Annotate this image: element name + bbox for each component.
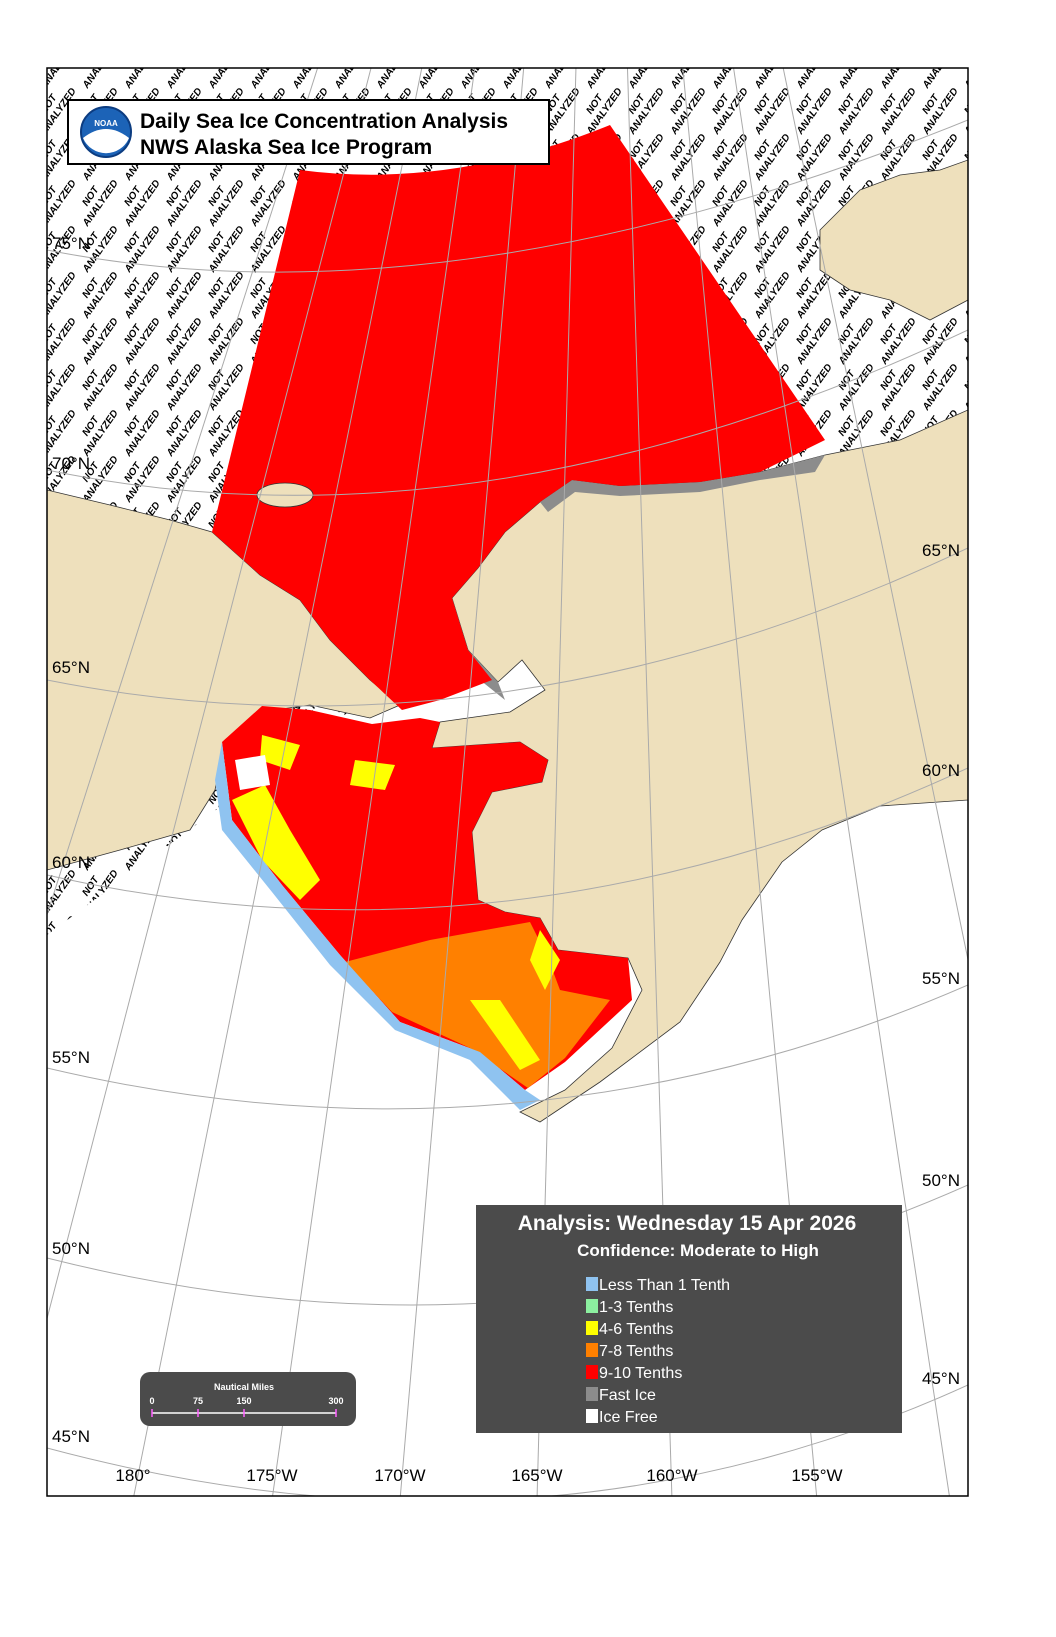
longitude-label: 160°W (646, 1466, 697, 1485)
analysis-date: Analysis: Wednesday 15 Apr 2026 (518, 1212, 857, 1235)
longitude-label: 155°W (791, 1466, 842, 1485)
legend-background (476, 1205, 902, 1433)
latitude-label: 55°N (922, 969, 960, 988)
scale-tick-label: 0 (149, 1396, 154, 1406)
latitude-label: 65°N (52, 658, 90, 677)
logo-text: NOAA (94, 119, 118, 128)
hatch-word: ANALYZED (962, 40, 1002, 91)
latitude-label: 60°N (52, 853, 90, 872)
scale-tick-label: 150 (236, 1396, 251, 1406)
legend-swatch (586, 1277, 598, 1291)
legend-swatch (586, 1321, 598, 1335)
scale-title: Nautical Miles (214, 1382, 274, 1392)
scale-tick-label: 300 (328, 1396, 343, 1406)
latitude-label: 70°N (52, 454, 90, 473)
longitude-label: 175°W (246, 1466, 297, 1485)
legend-swatch (586, 1409, 598, 1423)
latitude-label: 45°N (922, 1369, 960, 1388)
scale-bar: Nautical Miles 0 75 150 300 (140, 1372, 356, 1426)
latitude-label: 75°N (52, 234, 90, 253)
legend: Analysis: Wednesday 15 Apr 2026 Confiden… (476, 1205, 902, 1433)
confidence: Confidence: Moderate to High (577, 1241, 819, 1260)
longitude-label: 170°W (374, 1466, 425, 1485)
legend-label: Ice Free (599, 1409, 658, 1426)
title-box: NOAA Daily Sea Ice Concentration Analysi… (67, 99, 550, 165)
longitude-label: 165°W (511, 1466, 562, 1485)
legend-label: 4-6 Tenths (599, 1321, 673, 1338)
latitude-label: 55°N (52, 1048, 90, 1067)
latitude-label: 45°N (52, 1427, 90, 1446)
legend-swatch (586, 1299, 598, 1313)
latitude-label: 50°N (922, 1171, 960, 1190)
scale-tick-label: 75 (193, 1396, 203, 1406)
latitude-label: 50°N (52, 1239, 90, 1258)
legend-label: 9-10 Tenths (599, 1365, 682, 1382)
legend-swatch (586, 1343, 598, 1357)
legend-label: Fast Ice (599, 1387, 656, 1404)
legend-label: Less Than 1 Tenth (599, 1277, 730, 1294)
latitude-label: 65°N (922, 541, 960, 560)
ice-free (235, 755, 270, 790)
latitude-label: 60°N (922, 761, 960, 780)
legend-label: 7-8 Tenths (599, 1343, 673, 1360)
legend-swatch (586, 1387, 598, 1401)
legend-label: 1-3 Tenths (599, 1299, 673, 1316)
longitude-label: 180° (115, 1466, 150, 1485)
subtitle: NWS Alaska Sea Ice Program (140, 136, 432, 159)
legend-swatch (586, 1365, 598, 1379)
title: Daily Sea Ice Concentration Analysis (140, 110, 508, 133)
